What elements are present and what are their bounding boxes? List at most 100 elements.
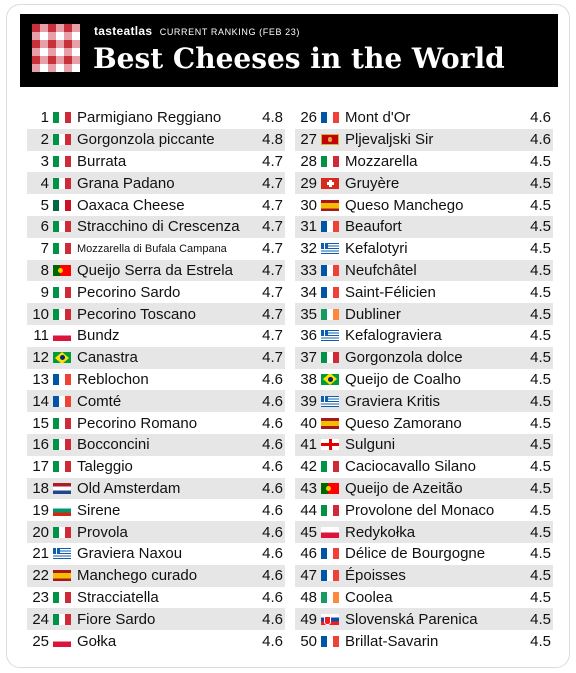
flag-it-icon	[53, 526, 71, 538]
ranking-row: 35 Dubliner 4.5	[295, 303, 553, 325]
flag-fr-icon	[321, 221, 339, 233]
cheese-score: 4.5	[530, 523, 551, 541]
flag-it-icon	[321, 352, 339, 364]
cheese-score: 4.6	[262, 414, 283, 432]
flag-gr-icon	[321, 243, 339, 255]
flag-it-icon	[53, 461, 71, 473]
ranking-row: 45 Redykołka 4.5	[295, 521, 553, 543]
cheese-score: 4.5	[530, 370, 551, 388]
ranking-row: 39 Graviera Kritis 4.5	[295, 390, 553, 413]
logo-tile	[64, 64, 72, 72]
cheese-score: 4.5	[530, 349, 551, 367]
cheese-name: Saint-Félicien	[345, 283, 436, 301]
cheese-score: 4.6	[262, 567, 283, 585]
logo-tile	[48, 32, 56, 40]
rank-number: 12	[32, 349, 49, 367]
logo-tile	[64, 32, 72, 40]
cheese-score: 4.7	[262, 283, 283, 301]
cheese-name: Pecorino Toscano	[77, 305, 196, 323]
ranking-row: 37 Gorgonzola dolce 4.5	[295, 346, 553, 369]
cheese-name: Parmigiano Reggiano	[77, 109, 222, 127]
flag-gr-icon	[53, 548, 71, 560]
rank-number: 15	[32, 414, 49, 432]
ranking-row: 21 Graviera Naxou 4.6	[27, 543, 285, 565]
cheese-score: 4.5	[530, 392, 551, 410]
rank-number: 11	[33, 327, 49, 345]
rank-number: 18	[32, 479, 49, 497]
logo-tile	[72, 40, 80, 48]
ranking-row: 42 Caciocavallo Silano 4.5	[295, 456, 553, 478]
ranking-row: 28 Mozzarella 4.5	[295, 151, 553, 173]
ranking-row: 29 Gruyère 4.5	[295, 172, 553, 195]
flag-ie-icon	[321, 591, 339, 603]
cheese-name: Kefalograviera	[345, 327, 442, 345]
rank-number: 28	[300, 152, 317, 170]
rank-number: 26	[300, 109, 317, 127]
logo-tile	[32, 40, 40, 48]
flag-fr-icon	[321, 635, 339, 647]
cheese-name: Bocconcini	[77, 436, 150, 454]
cheese-name: Brillat-Savarin	[345, 632, 439, 650]
cheese-score: 4.5	[530, 567, 551, 585]
cheese-name: Manchego curado	[77, 567, 198, 585]
cheese-name: Époisses	[345, 567, 406, 585]
cheese-name: Sirene	[77, 501, 121, 519]
flag-it-icon	[53, 134, 71, 146]
cheese-score: 4.6	[262, 523, 283, 541]
cheese-score: 4.5	[530, 610, 551, 628]
cheese-name: Comté	[77, 392, 122, 410]
rank-number: 44	[300, 501, 317, 519]
logo-tile	[40, 40, 48, 48]
logo-tile	[72, 48, 80, 56]
logo-tile	[32, 32, 40, 40]
rank-number: 43	[300, 479, 317, 497]
rank-number: 48	[300, 588, 317, 606]
cheese-score: 4.7	[262, 152, 283, 170]
rank-number: 24	[32, 610, 49, 628]
flag-it-icon	[53, 243, 71, 255]
cheese-name: Graviera Kritis	[345, 392, 441, 410]
ranking-row: 18 Old Amsterdam 4.6	[27, 477, 285, 500]
ranking-row: 1 Parmigiano Reggiano 4.8	[27, 107, 285, 129]
ranking-list-right: 26 Mont d'Or 4.6 27 Pljevaljski Sir 4.6 28 Mozz…	[295, 107, 553, 652]
cheese-name: Mozzarella	[345, 152, 418, 170]
cheese-score: 4.5	[530, 305, 551, 323]
cheese-name: Canastra	[77, 349, 138, 367]
cheese-name: Gorgonzola piccante	[77, 131, 215, 149]
rank-number: 3	[40, 152, 49, 170]
flag-pt-icon	[321, 482, 339, 494]
logo-tile	[64, 48, 72, 56]
logo-tile	[40, 56, 48, 64]
ranking-row: 15 Pecorino Romano 4.6	[27, 412, 285, 434]
flag-pl-icon	[53, 330, 71, 342]
cheese-name: Kefalotyri	[345, 240, 408, 258]
logo-tile	[72, 32, 80, 40]
flag-pl-icon	[53, 635, 71, 647]
flag-gr-icon	[321, 330, 339, 342]
cheese-score: 4.5	[530, 327, 551, 345]
cheese-name: Mont d'Or	[345, 109, 411, 127]
flag-nl-icon	[53, 482, 71, 494]
red-checkered-tablecloth-icon	[32, 24, 80, 72]
rank-number: 34	[300, 283, 317, 301]
cheese-score: 4.6	[262, 370, 283, 388]
ranking-row: 20 Provola 4.6	[27, 521, 285, 543]
flag-it-icon	[53, 417, 71, 429]
logo-tile	[48, 56, 56, 64]
flag-fr-icon	[321, 548, 339, 560]
logo-tile	[40, 64, 48, 72]
cheese-score: 4.5	[530, 261, 551, 279]
ranking-row: 11 Bundz 4.7	[27, 325, 285, 347]
ranking-row: 41 Sulguni 4.5	[295, 433, 553, 456]
cheese-name: Pecorino Romano	[77, 414, 198, 432]
cheese-name: Gorgonzola dolce	[345, 349, 463, 367]
cheese-name: Queso Zamorano	[345, 414, 462, 432]
cheese-name: Queijo de Coalho	[345, 370, 461, 388]
cheese-score: 4.5	[530, 414, 551, 432]
ranking-row: 2 Gorgonzola piccante 4.8	[27, 128, 285, 151]
flag-it-icon	[53, 591, 71, 603]
flag-it-icon	[53, 308, 71, 320]
cheese-score: 4.5	[530, 196, 551, 214]
flag-fr-icon	[321, 570, 339, 582]
rank-number: 21	[32, 545, 49, 563]
